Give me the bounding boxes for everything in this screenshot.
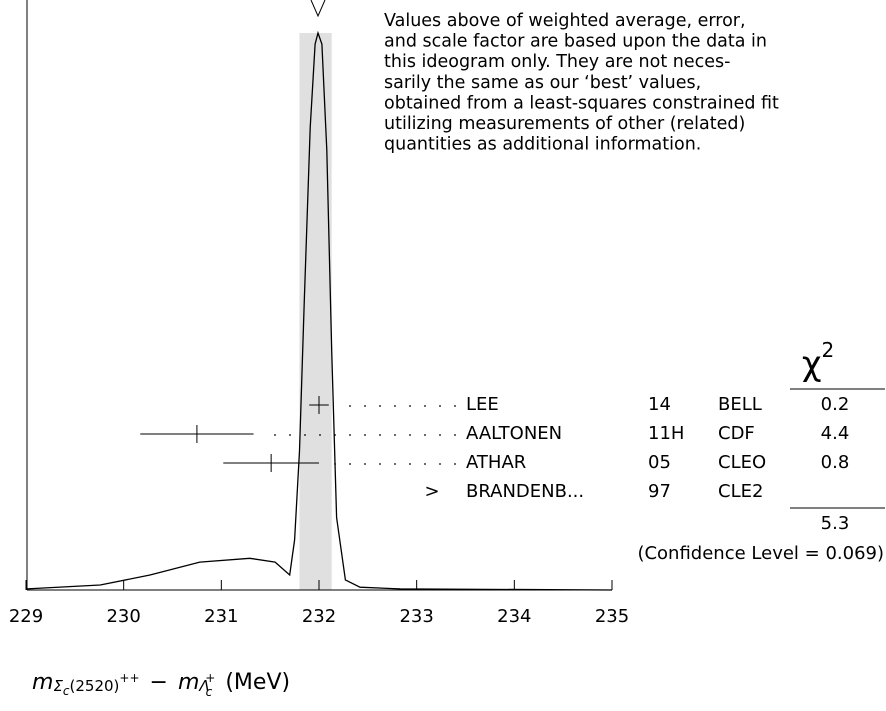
- name: LEE: [466, 394, 499, 415]
- leader-dot: [394, 434, 396, 436]
- leader-dot: [409, 405, 411, 407]
- leader-dot: [364, 405, 366, 407]
- leader-dot: [454, 405, 456, 407]
- leader-dot: [424, 405, 426, 407]
- leader-dot: [439, 405, 441, 407]
- leader-dot: [349, 434, 351, 436]
- ref: 14: [648, 394, 671, 415]
- leader-dot: [364, 434, 366, 436]
- out-of-range-marker: >: [424, 481, 439, 502]
- ref: 05: [648, 452, 671, 473]
- name: BRANDENB...: [466, 481, 584, 502]
- leader-dot: [289, 434, 291, 436]
- leader-dot: [394, 405, 396, 407]
- note-line: obtained from a least-squares constraine…: [384, 93, 779, 113]
- leader-dot: [424, 463, 426, 465]
- leader-dot: [409, 463, 411, 465]
- confidence-level: (Confidence Level = 0.069): [637, 543, 884, 564]
- x-tick-label: 233: [399, 606, 433, 627]
- note-line: Values above of weighted average, error,: [384, 11, 746, 31]
- x-tick-label: 230: [106, 606, 140, 627]
- experiment: CLE2: [718, 481, 763, 502]
- name: ATHAR: [466, 452, 526, 473]
- chi2: 0.8: [821, 452, 850, 473]
- leader-dot: [319, 434, 321, 436]
- note-line: and scale factor are based upon the data…: [384, 32, 767, 52]
- note-line: sarily the same as our ‘best’ values,: [384, 73, 701, 93]
- experiment: CDF: [718, 423, 755, 444]
- ideogram-curve: [26, 30, 613, 591]
- leader-dot: [454, 434, 456, 436]
- chi2: 0.2: [821, 394, 850, 415]
- leader-dot: [349, 463, 351, 465]
- note-line: utilizing measurements of other (related…: [384, 114, 745, 134]
- leader-dot: [424, 434, 426, 436]
- leader-dot: [439, 463, 441, 465]
- leader-dot: [439, 434, 441, 436]
- chi2-total: 5.3: [821, 513, 850, 534]
- experiment: CLEO: [718, 452, 766, 473]
- leader-dot: [454, 463, 456, 465]
- ref: 97: [648, 481, 671, 502]
- x-tick-label: 235: [595, 606, 629, 627]
- chi2-header: χ2: [802, 338, 834, 384]
- x-tick-label: 229: [9, 606, 43, 627]
- leader-dot: [274, 434, 276, 436]
- ref: 11H: [648, 423, 684, 444]
- leader-dot: [394, 463, 396, 465]
- chi2: 4.4: [821, 423, 850, 444]
- leader-dot: [334, 434, 336, 436]
- x-tick-label: 234: [497, 606, 531, 627]
- leader-dot: [379, 434, 381, 436]
- leader-dot: [304, 434, 306, 436]
- note-line: this ideogram only. They are not neces-: [384, 52, 730, 72]
- experiment: BELL: [718, 394, 762, 415]
- average-arrow: [310, 0, 326, 18]
- leader-dot: [349, 405, 351, 407]
- x-tick-label: 232: [302, 606, 336, 627]
- x-axis-label: mΣc(2520)++ − mΛc+ (MeV): [32, 670, 290, 699]
- leader-dot: [379, 405, 381, 407]
- leader-dot: [379, 463, 381, 465]
- name: AALTONEN: [466, 423, 562, 444]
- leader-dot: [409, 434, 411, 436]
- note-line: quantities as additional information.: [384, 135, 701, 155]
- x-tick-label: 231: [204, 606, 238, 627]
- leader-dot: [364, 463, 366, 465]
- leader-dot: [334, 463, 336, 465]
